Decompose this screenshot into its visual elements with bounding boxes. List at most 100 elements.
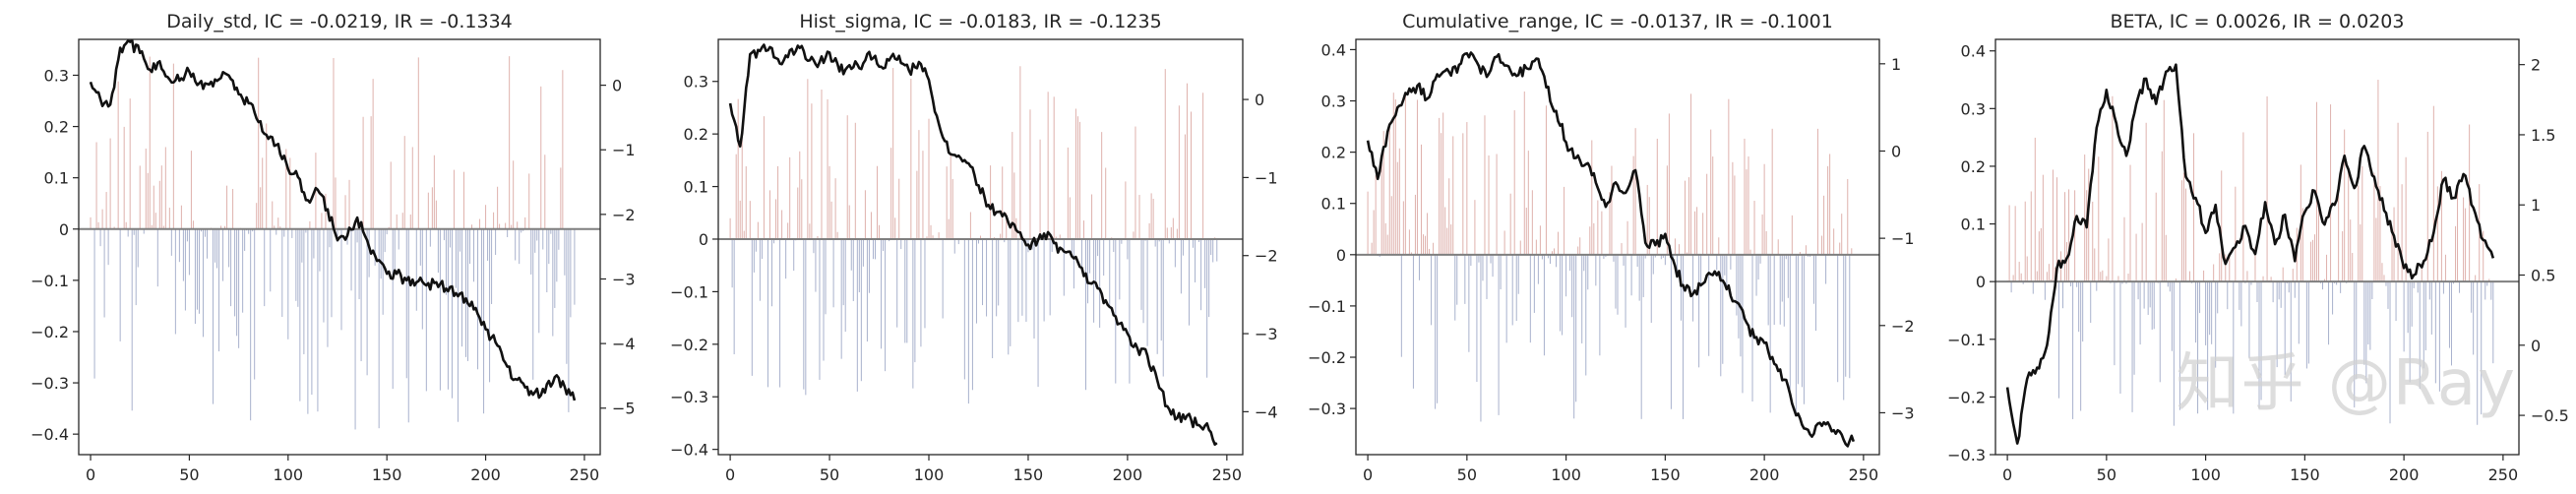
ic-bar <box>333 57 335 229</box>
ic-bar <box>2270 277 2272 282</box>
ic-bar <box>1091 194 1093 239</box>
ic-bar <box>407 228 409 423</box>
ic-bar <box>1450 224 1452 255</box>
ic-bar <box>90 216 92 229</box>
ic-bar <box>906 238 908 343</box>
ic-bar <box>1008 238 1010 355</box>
ic-bar <box>975 238 977 324</box>
ic-bar <box>1660 254 1662 260</box>
ic-bar <box>2488 278 2490 282</box>
ic-bar <box>2423 281 2424 369</box>
y-tick-label: 0.1 <box>1321 195 1346 214</box>
ic-bar <box>854 122 856 239</box>
ic-bar <box>2072 281 2074 419</box>
ic-bar <box>394 228 396 271</box>
ic-bar <box>204 228 206 237</box>
ic-bar <box>992 238 994 359</box>
ic-bar <box>548 228 550 265</box>
ic-bar <box>1753 201 1755 255</box>
ic-bar <box>2088 168 2090 282</box>
y2-tick-label: 0.5 <box>2531 267 2555 285</box>
ic-bar <box>1462 133 1464 255</box>
ic-bar <box>2064 192 2066 282</box>
ic-bar <box>2430 281 2432 335</box>
ic-bar <box>2184 188 2186 282</box>
ic-bar <box>1716 254 1718 271</box>
ic-bar <box>542 228 544 250</box>
ic-bar <box>1101 132 1103 239</box>
ic-bar <box>2350 219 2352 282</box>
y2-tick-label: 0 <box>1255 91 1264 109</box>
ic-bar <box>1511 254 1513 326</box>
ic-bar <box>1390 196 1392 255</box>
x-tick-label: 100 <box>914 465 945 484</box>
ic-bar <box>2483 230 2484 282</box>
ic-bar <box>928 118 930 239</box>
ic-bar <box>1047 92 1049 239</box>
ic-bar <box>2114 281 2116 366</box>
ic-bar <box>2165 234 2167 282</box>
ic-bar <box>2324 278 2326 282</box>
ic-bar <box>2203 270 2205 282</box>
ic-bar <box>761 238 763 260</box>
ic-bar <box>1839 242 1841 255</box>
ic-bar <box>1636 254 1638 268</box>
ic-bar <box>2022 281 2024 284</box>
ic-bar <box>2221 170 2223 282</box>
ic-bar <box>2151 281 2153 331</box>
ic-bar <box>513 160 515 229</box>
ic-bar <box>1615 254 1617 309</box>
ic-bar <box>522 228 524 231</box>
y-tick-label: −0.1 <box>1308 297 1346 316</box>
x-tick-label: 50 <box>820 465 839 484</box>
ic-bar <box>2070 281 2072 286</box>
ic-bar <box>2444 254 2446 282</box>
y2-tick-label: −0.5 <box>2531 406 2569 425</box>
ic-bar <box>2262 276 2264 282</box>
ic-bar <box>2082 281 2084 342</box>
ic-bar <box>1097 238 1099 257</box>
y2-tick-label: −3 <box>1891 403 1915 422</box>
ic-bar <box>133 228 135 235</box>
ic-bar <box>491 228 493 304</box>
y-tick-label: 0 <box>1336 246 1346 265</box>
ic-bar <box>1726 254 1728 286</box>
ic-bar <box>2106 276 2108 282</box>
ic-bar <box>860 238 862 382</box>
ic-bar <box>153 185 154 229</box>
ic-bar <box>1164 69 1166 239</box>
ic-bar <box>2209 281 2211 336</box>
ic-bar <box>568 228 570 412</box>
y2-tick-label: −4 <box>1255 402 1278 421</box>
ic-bar <box>1664 254 1666 266</box>
ic-bar <box>2465 208 2467 282</box>
ic-bar <box>125 221 127 229</box>
ic-bar <box>2182 172 2184 282</box>
y-tick-label: −0.2 <box>670 336 708 354</box>
ic-bar <box>188 228 190 276</box>
ic-bar <box>1670 254 1672 409</box>
ic-bar <box>1789 254 1791 390</box>
ic-bar <box>797 187 799 239</box>
ic-bar <box>2360 224 2361 282</box>
ic-bar <box>2217 281 2219 314</box>
ic-bar <box>2137 281 2139 300</box>
ic-bar <box>2074 190 2076 282</box>
ic-bar <box>1456 254 1458 305</box>
ic-bar <box>1439 117 1441 255</box>
ic-bar <box>1394 99 1396 255</box>
ic-bar <box>560 167 562 229</box>
ic-bar <box>164 147 166 229</box>
y2-tick-label: −3 <box>1255 325 1278 343</box>
ic-bar <box>1172 217 1174 239</box>
ic-bar <box>230 228 232 307</box>
ic-bar <box>1154 238 1156 247</box>
ic-bar <box>2199 281 2201 314</box>
ic-bar <box>1638 254 1640 301</box>
ic-bar <box>2173 281 2175 426</box>
ic-bar <box>139 165 141 229</box>
ic-bar <box>1650 254 1652 324</box>
ic-bar <box>2125 281 2127 284</box>
ic-bar <box>1674 238 1676 255</box>
ic-bar <box>1642 254 1644 297</box>
